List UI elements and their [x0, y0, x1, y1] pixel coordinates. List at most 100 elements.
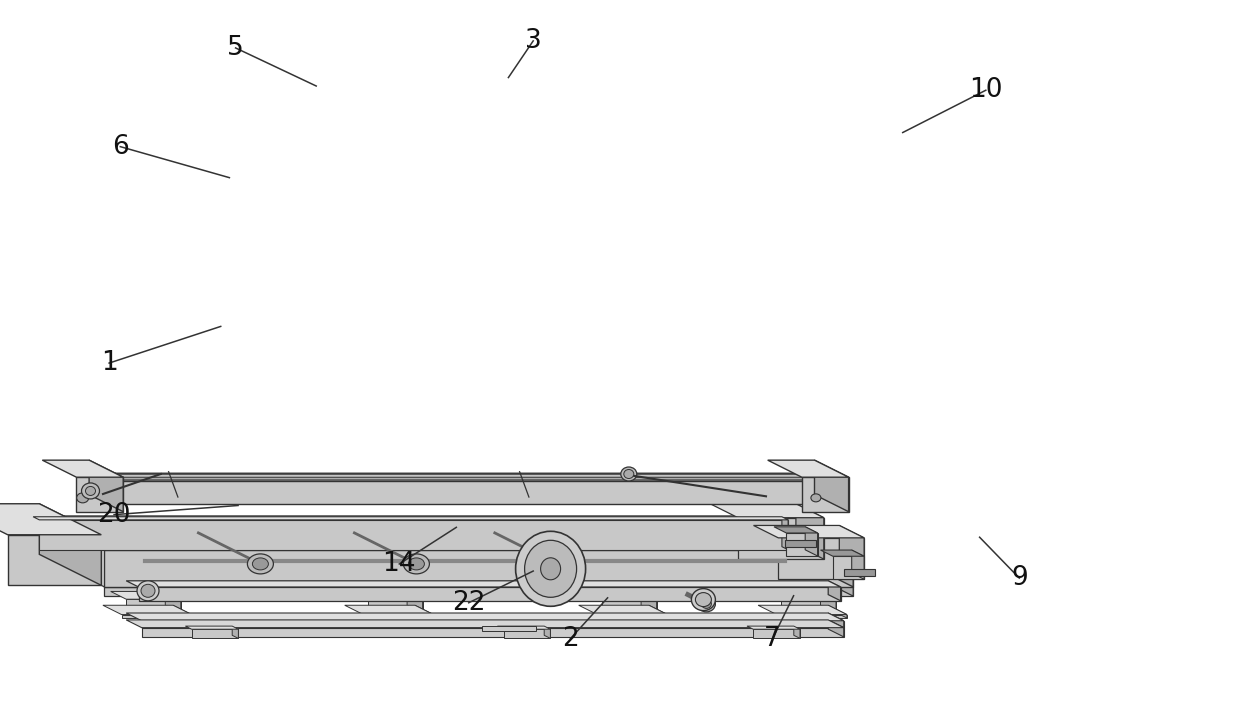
Polygon shape [598, 615, 667, 618]
Polygon shape [794, 626, 800, 639]
Ellipse shape [702, 599, 712, 608]
Polygon shape [785, 540, 816, 547]
Polygon shape [33, 517, 789, 520]
Polygon shape [781, 599, 836, 613]
Polygon shape [77, 477, 123, 512]
Polygon shape [126, 620, 843, 627]
Polygon shape [126, 613, 843, 620]
Polygon shape [30, 550, 853, 587]
Polygon shape [821, 591, 836, 613]
Polygon shape [186, 626, 238, 629]
Polygon shape [482, 626, 537, 631]
Text: 2: 2 [562, 626, 579, 651]
Polygon shape [139, 587, 841, 601]
Ellipse shape [549, 558, 564, 570]
Polygon shape [126, 599, 181, 613]
Polygon shape [345, 606, 434, 615]
Polygon shape [141, 620, 843, 627]
Polygon shape [407, 591, 423, 613]
Text: 20: 20 [97, 502, 131, 527]
Ellipse shape [525, 540, 577, 597]
Polygon shape [71, 473, 835, 481]
Polygon shape [785, 516, 853, 587]
Polygon shape [40, 504, 102, 585]
Polygon shape [828, 620, 843, 637]
Text: 6: 6 [112, 134, 129, 159]
Ellipse shape [489, 580, 498, 588]
Ellipse shape [541, 558, 560, 580]
Polygon shape [103, 606, 192, 615]
Ellipse shape [248, 554, 273, 574]
Polygon shape [165, 591, 181, 613]
Polygon shape [352, 591, 423, 599]
Polygon shape [503, 629, 551, 639]
Ellipse shape [77, 493, 89, 503]
Polygon shape [42, 460, 123, 477]
Polygon shape [104, 550, 853, 587]
Polygon shape [828, 581, 841, 601]
Polygon shape [839, 525, 864, 580]
Polygon shape [805, 527, 817, 556]
Polygon shape [7, 535, 102, 585]
Polygon shape [544, 626, 551, 639]
Polygon shape [828, 613, 843, 627]
Polygon shape [820, 473, 835, 504]
Polygon shape [579, 606, 667, 615]
Polygon shape [821, 550, 864, 556]
Polygon shape [110, 591, 181, 599]
Ellipse shape [136, 581, 159, 601]
Ellipse shape [141, 584, 155, 597]
Ellipse shape [692, 589, 715, 611]
Polygon shape [779, 550, 853, 596]
Text: 7: 7 [764, 626, 781, 651]
Polygon shape [192, 629, 238, 639]
Ellipse shape [621, 467, 637, 481]
Polygon shape [779, 538, 864, 580]
Polygon shape [104, 587, 853, 596]
Polygon shape [368, 599, 423, 613]
Polygon shape [828, 606, 847, 618]
Polygon shape [766, 591, 836, 599]
Text: 14: 14 [382, 551, 417, 577]
Ellipse shape [696, 593, 712, 606]
Ellipse shape [624, 470, 634, 479]
Polygon shape [768, 460, 848, 477]
Ellipse shape [86, 486, 95, 496]
Polygon shape [0, 504, 102, 535]
Text: 9: 9 [1011, 565, 1028, 591]
Polygon shape [36, 516, 853, 550]
Polygon shape [587, 591, 657, 599]
Polygon shape [776, 615, 847, 618]
Polygon shape [40, 520, 789, 550]
Text: 1: 1 [100, 350, 118, 376]
Ellipse shape [697, 596, 715, 612]
Polygon shape [852, 550, 864, 580]
Polygon shape [122, 615, 192, 618]
Polygon shape [601, 599, 657, 613]
Polygon shape [89, 460, 123, 512]
Ellipse shape [811, 493, 821, 502]
Polygon shape [754, 525, 864, 538]
Polygon shape [746, 626, 800, 629]
Polygon shape [82, 474, 820, 477]
Polygon shape [782, 517, 789, 550]
Ellipse shape [516, 532, 585, 606]
Ellipse shape [408, 558, 424, 570]
Polygon shape [497, 626, 551, 629]
Polygon shape [758, 606, 847, 615]
Polygon shape [738, 517, 823, 559]
Polygon shape [774, 527, 817, 533]
Polygon shape [126, 581, 841, 587]
Polygon shape [649, 606, 667, 618]
Ellipse shape [403, 554, 429, 574]
Polygon shape [174, 606, 192, 618]
Polygon shape [833, 556, 864, 580]
Ellipse shape [82, 483, 99, 499]
Polygon shape [363, 615, 434, 618]
Polygon shape [86, 481, 835, 504]
Text: 10: 10 [968, 78, 1003, 103]
Polygon shape [815, 460, 848, 512]
Polygon shape [711, 504, 823, 517]
Polygon shape [796, 504, 823, 559]
Polygon shape [141, 627, 843, 637]
